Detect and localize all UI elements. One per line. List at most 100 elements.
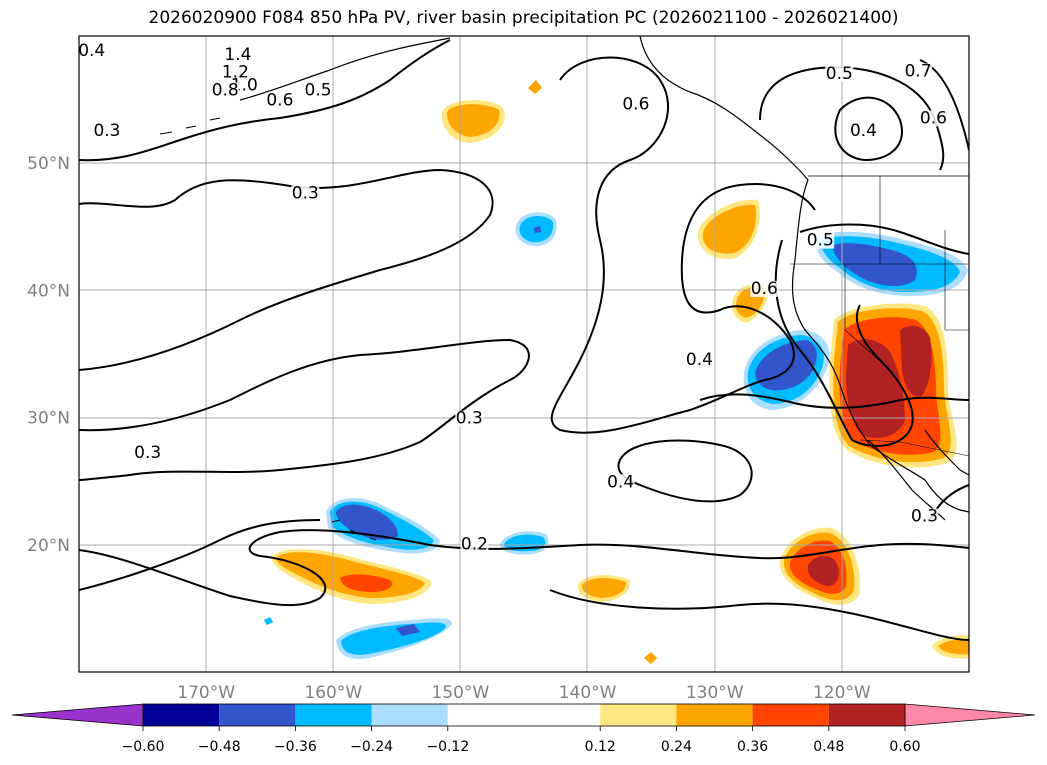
colorbar-segment (143, 704, 220, 726)
contour-label: 0.5 (807, 231, 834, 251)
precip-patch-negative (396, 624, 420, 636)
chart-title: 2026020900 F084 850 hPa PV, river basin … (148, 8, 899, 28)
precip-patch-positive (644, 652, 657, 664)
colorbar-segment (752, 704, 829, 726)
contour-label: 0.4 (686, 350, 713, 370)
pv-contours (79, 39, 969, 641)
precip-patch-positive (528, 80, 542, 94)
contour-0.2-tropics (79, 529, 969, 607)
colorbar-outline (142, 703, 906, 727)
colorbar-tick-label: 0.12 (585, 739, 616, 755)
contour-0.4-cutoff (699, 393, 969, 409)
contour-0.3-tropics (79, 519, 321, 591)
contour-label: 0.6 (920, 108, 947, 128)
precip-patch-negative (264, 617, 273, 625)
precip-patch-negative (341, 622, 446, 655)
y-tick-label: 50°N (27, 154, 70, 174)
contour-label-bg (685, 352, 714, 369)
contour-label: 0.3 (292, 184, 319, 204)
x-tick-label: 130°W (686, 683, 744, 703)
contour-label-bg (223, 46, 252, 63)
colorbar-tick-label: 0.48 (813, 739, 844, 755)
colorbar-segment (219, 704, 296, 726)
precip-patch-positive (581, 578, 627, 598)
contour-label-bg (77, 43, 106, 60)
contour-label: 0.4 (78, 41, 105, 61)
contour-label: 0.4 (850, 121, 877, 141)
contour-label-bg (750, 280, 779, 297)
contour-0.3-south (79, 338, 530, 481)
contour-label-bg (455, 410, 484, 427)
colorbar-tick-label: 0.36 (737, 739, 768, 755)
contour-0.5-northeast (759, 66, 945, 171)
colorbar-tick-label: −0.12 (426, 739, 469, 755)
x-tick-label: 150°W (432, 683, 490, 703)
contour-label: 0.3 (911, 507, 938, 527)
contour-label-bg (904, 63, 933, 80)
contour-label-bg (460, 536, 489, 553)
precip-patch-positive (807, 555, 839, 586)
contour-label-bg (606, 474, 635, 491)
colorbar-segment (600, 704, 677, 726)
contour-label: 0.6 (622, 95, 649, 115)
contour-label-bg (621, 96, 650, 113)
precip-patch-negative (336, 504, 398, 540)
coastlines (159, 36, 969, 541)
island-chain (159, 117, 377, 541)
colorbar-tick-label: −0.24 (350, 739, 393, 755)
contour-0.2-southeast (549, 589, 969, 641)
precip-patch-positive (938, 639, 969, 655)
colorbar-extend-high (904, 703, 1036, 727)
contour-label: 1.4 (224, 45, 251, 65)
colorbar-segment (371, 704, 448, 726)
contour-0.6-loop (550, 56, 816, 434)
precip-patch-positive (340, 574, 392, 592)
x-tick-label: 160°W (304, 683, 362, 703)
north-america-coast (639, 36, 969, 513)
colorbar-tick-label: −0.36 (274, 739, 317, 755)
colorbar-tick-label: 0.60 (889, 739, 920, 755)
contour-label-bg (806, 232, 835, 249)
contour-0.3-north (79, 39, 451, 162)
y-tick-label: 40°N (27, 281, 70, 301)
colorbar-segment (676, 704, 753, 726)
colorbar-segment (295, 704, 372, 726)
precip-patch-positive (702, 204, 757, 254)
contour-label: 0.7 (905, 61, 932, 81)
contour-label-bg (211, 82, 240, 99)
contour-labels: 1.41.21.00.80.40.60.50.30.30.60.5 0.70.60… (77, 41, 948, 555)
contour-label-bg (849, 123, 878, 140)
y-axis-ticks: 20°N 30°N 40°N 50°N (27, 154, 70, 556)
gridlines (79, 36, 969, 672)
contour-0.5-coast (799, 223, 969, 255)
state-border (790, 176, 969, 371)
x-axis-ticks: 170°W 160°W 150°W 140°W 130°W 120°W (177, 683, 871, 703)
contour-label: 0.3 (456, 409, 483, 429)
contour-0.6-california (774, 239, 914, 447)
contour-label-bg (910, 508, 939, 525)
contour-label: 0.3 (134, 443, 161, 463)
contour-label: 0.6 (751, 279, 778, 299)
map-frame (78, 35, 970, 673)
precip-patch-negative (534, 226, 541, 233)
contour-label: 0.8 (212, 81, 239, 101)
aleutian-coast (239, 37, 451, 101)
gulf-of-california-coast (924, 429, 969, 476)
colorbar-tick-label: −0.60 (122, 739, 165, 755)
contour-label: 0.2 (461, 535, 488, 555)
contour-label-bg (221, 64, 250, 81)
colorbar-tick-label: 0.24 (661, 739, 692, 755)
y-tick-label: 20°N (27, 536, 70, 556)
colorbar-segment (828, 704, 905, 726)
contour-label-bg (92, 123, 121, 140)
contour-label-bg (133, 445, 162, 462)
precip-patch-negative (832, 243, 917, 286)
contour-label: 0.4 (607, 472, 634, 492)
colorbar-tick-label: −0.48 (198, 739, 241, 755)
contour-0.4-northeast (834, 96, 903, 162)
y-tick-label: 30°N (27, 409, 70, 429)
contour-label: 0.5 (826, 64, 853, 84)
contour-label-bg (265, 92, 294, 109)
x-tick-label: 120°W (813, 683, 871, 703)
